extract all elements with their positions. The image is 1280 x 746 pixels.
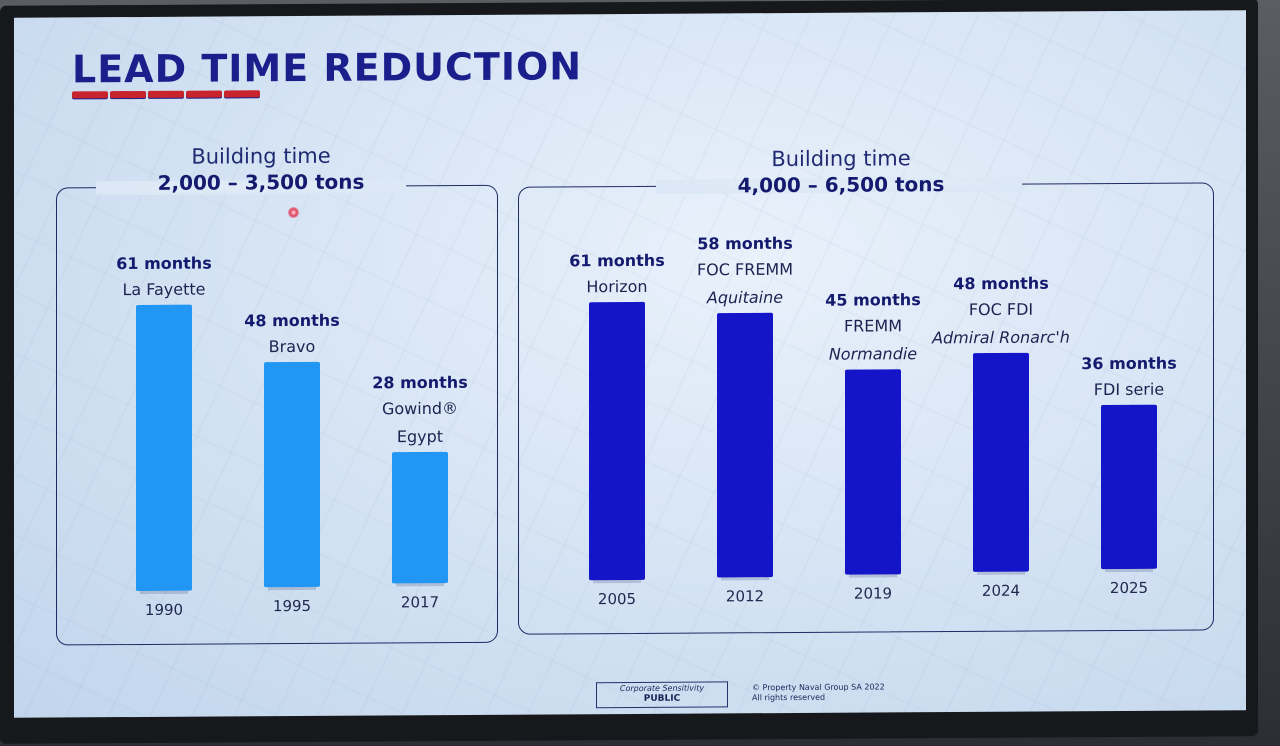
x-tick-label: 1995 [273, 597, 311, 615]
data-label: 45 months [825, 290, 920, 310]
sensitivity-badge: Corporate Sensitivity PUBLIC [596, 681, 728, 709]
bar-name-line1: Horizon [586, 277, 647, 296]
x-tick-label: 2012 [726, 587, 764, 605]
sensitivity-value: PUBLIC [643, 693, 681, 704]
bar [136, 304, 192, 591]
bar [717, 312, 773, 578]
bar [973, 352, 1029, 572]
bar-name-line1: Gowind® [382, 399, 458, 418]
copyright-notice: © Property Naval Group SA 2022 All right… [752, 682, 885, 703]
bar [392, 451, 448, 584]
slide-screen: LEAD TIME REDUCTION Building time 2,000 … [14, 10, 1246, 718]
bar [589, 301, 645, 581]
bar [1101, 404, 1157, 570]
bar-shadow [849, 574, 897, 578]
bar-name-line2: Normandie [829, 344, 917, 364]
data-label: 36 months [1081, 354, 1176, 374]
bar-name-line1: Bravo [269, 337, 316, 356]
data-label: 58 months [697, 234, 792, 254]
x-tick-label: 2024 [982, 582, 1020, 600]
bar-name-line1: FREMM [844, 316, 902, 335]
bar-name-line1: La Fayette [122, 280, 205, 300]
bar [845, 369, 901, 575]
x-tick-label: 2019 [854, 584, 892, 602]
data-label: 61 months [569, 251, 664, 271]
bar-name-line2: Egypt [397, 427, 443, 446]
bar-name-line1: FOC FREMM [697, 260, 793, 280]
laser-pointer-dot [288, 207, 299, 219]
data-label: 48 months [244, 311, 339, 331]
bar-shadow [268, 586, 316, 591]
x-tick-label: 2025 [1110, 579, 1148, 597]
x-tick-label: 1990 [145, 601, 183, 619]
x-tick-label: 2017 [401, 593, 439, 611]
data-label: 61 months [116, 254, 211, 274]
x-tick-label: 2005 [598, 590, 636, 608]
bar-shadow [977, 571, 1025, 575]
bar-name-line1: FOC FDI [969, 300, 1033, 319]
bar-shadow [1105, 568, 1153, 573]
data-label: 28 months [372, 373, 467, 393]
bar-shadow [396, 583, 444, 587]
copyright-line-1: © Property Naval Group SA 2022 [752, 682, 885, 693]
sensitivity-label: Corporate Sensitivity [619, 683, 705, 694]
bar-name-line2: Admiral Ronarc'h [931, 328, 1070, 348]
bar-name-line2: Aquitaine [706, 288, 783, 307]
bar-charts-svg: 1990 La Fayette 61 months 1995 Bravo 48 month… [116, 234, 1176, 619]
bar-name-line1: FDI serie [1094, 380, 1164, 399]
bar [264, 361, 320, 588]
bar-shadow [140, 590, 188, 594]
bar-shadow [593, 579, 641, 584]
copyright-line-2: All rights reserved [752, 692, 826, 703]
bar-shadow [721, 577, 769, 581]
data-label: 48 months [953, 274, 1048, 294]
